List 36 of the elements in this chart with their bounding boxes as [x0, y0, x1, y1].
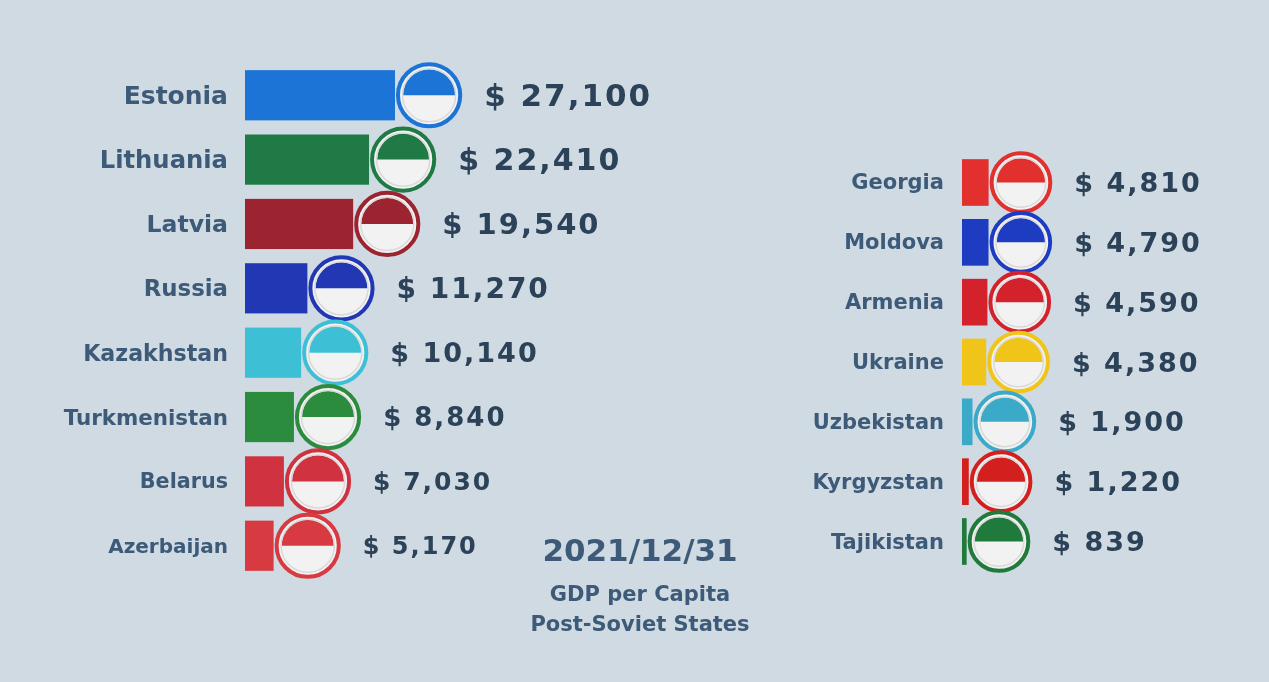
- data-label: $ 11,270: [396, 271, 550, 305]
- y-tick-label: Latvia: [146, 209, 228, 238]
- y-tick-label: Armenia: [844, 290, 944, 315]
- y-tick-label: Kyrgyzstan: [812, 469, 944, 494]
- text: GDP per Capita: [549, 582, 731, 606]
- data-label: $ 22,410: [458, 142, 622, 178]
- data-label: $ 27,100: [484, 77, 653, 114]
- data-label: $ 4,380: [1071, 346, 1200, 378]
- data-label: $ 4,810: [1074, 167, 1202, 198]
- data-label: $ 1,900: [1058, 406, 1186, 438]
- y-tick-label: Turkmenistan: [63, 404, 228, 430]
- y-tick-label: Tajikistan: [830, 529, 944, 554]
- data-label: $ 4,590: [1073, 286, 1201, 318]
- y-tick-label: Lithuania: [99, 145, 228, 175]
- data-label: $ 4,790: [1074, 226, 1202, 258]
- y-tick-label: Ukraine: [852, 350, 944, 374]
- y-tick-label: Uzbekistan: [812, 409, 944, 434]
- y-tick-label: Russia: [143, 275, 228, 302]
- text: 2021/12/31: [542, 532, 738, 568]
- data-label: $ 5,170: [362, 531, 478, 560]
- bar: [962, 518, 967, 565]
- y-tick-label: Azerbaijan: [108, 533, 228, 558]
- data-label: $ 10,140: [390, 337, 539, 369]
- data-label: $ 839: [1052, 526, 1147, 557]
- y-tick-label: Estonia: [123, 80, 228, 110]
- data-label: $ 8,840: [383, 402, 507, 433]
- y-tick-label: Moldova: [844, 230, 944, 255]
- data-label: $ 19,540: [442, 206, 601, 241]
- y-tick-label: Georgia: [851, 170, 944, 195]
- text: Post-Soviet States: [530, 612, 750, 636]
- data-label: $ 7,030: [373, 466, 493, 496]
- bar: [962, 398, 973, 446]
- y-tick-label: Belarus: [139, 469, 228, 494]
- bar: [962, 458, 969, 505]
- data-label: $ 1,220: [1054, 466, 1183, 498]
- y-tick-label: Kazakhstan: [83, 339, 228, 366]
